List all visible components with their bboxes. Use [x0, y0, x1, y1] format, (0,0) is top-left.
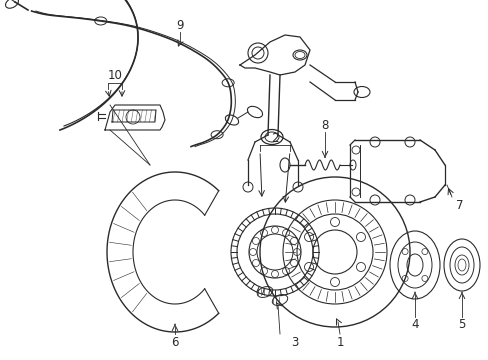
Text: 4: 4 — [410, 319, 418, 332]
Text: 10: 10 — [107, 68, 122, 81]
Text: 7: 7 — [455, 198, 463, 212]
Text: 3: 3 — [291, 336, 298, 348]
Text: 9: 9 — [176, 18, 183, 32]
Text: 8: 8 — [321, 118, 328, 131]
Text: 1: 1 — [336, 336, 343, 348]
Text: 6: 6 — [171, 336, 179, 348]
Polygon shape — [105, 105, 164, 130]
Text: 2: 2 — [271, 131, 278, 144]
Text: 5: 5 — [457, 319, 465, 332]
